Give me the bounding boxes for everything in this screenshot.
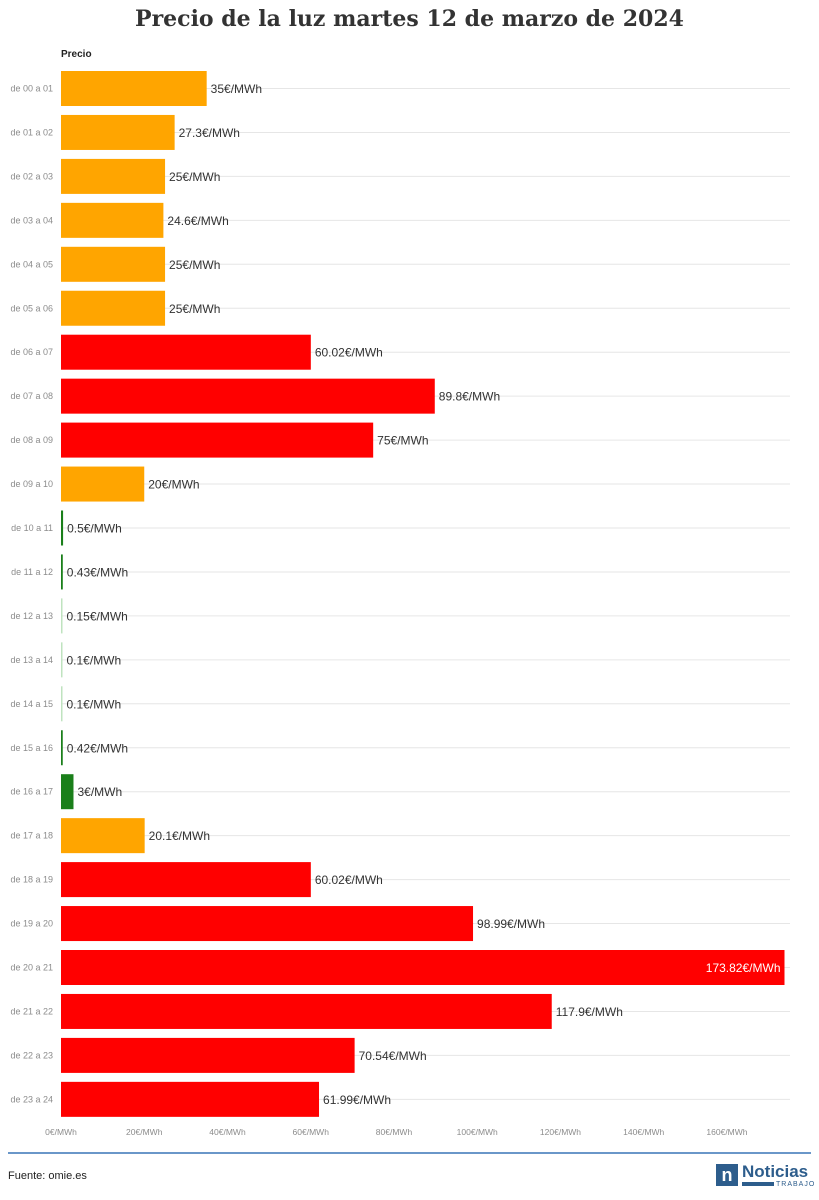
data-label: 0.1€/MWh bbox=[67, 653, 122, 667]
data-label: 0.1€/MWh bbox=[67, 697, 122, 711]
data-label: 25€/MWh bbox=[169, 302, 220, 316]
bar bbox=[61, 158, 166, 194]
bar bbox=[61, 1081, 320, 1117]
x-tick-label: 80€/MWh bbox=[376, 1127, 413, 1137]
data-label: 75€/MWh bbox=[377, 434, 428, 448]
bar bbox=[61, 378, 435, 414]
bar bbox=[61, 862, 311, 898]
data-label: 98.99€/MWh bbox=[477, 917, 545, 931]
data-label: 70.54€/MWh bbox=[359, 1049, 427, 1063]
bar-chart: Precio de 00 a 01 35€/MWh de 01 a 02 27.3€/M… bbox=[10, 49, 790, 1137]
bar bbox=[61, 71, 207, 106]
category-label: de 17 a 18 bbox=[10, 831, 53, 841]
chart-title: Precio de la luz martes 12 de marzo de 2… bbox=[135, 6, 684, 32]
data-label: 27.3€/MWh bbox=[179, 126, 240, 140]
data-label: 60.02€/MWh bbox=[315, 346, 383, 360]
bar bbox=[61, 950, 785, 985]
footer-divider bbox=[8, 1152, 811, 1154]
bar bbox=[61, 246, 166, 282]
category-label: de 07 a 08 bbox=[10, 391, 53, 401]
category-label: de 01 a 02 bbox=[10, 127, 53, 137]
category-label: de 06 a 07 bbox=[10, 347, 53, 357]
brand-logo: n Noticias TRABAJO bbox=[716, 1162, 816, 1190]
data-label: 20.1€/MWh bbox=[149, 829, 210, 843]
x-tick-label: 60€/MWh bbox=[293, 1127, 330, 1137]
logo-bar-icon bbox=[742, 1182, 774, 1186]
bar bbox=[61, 774, 74, 810]
category-label: de 20 a 21 bbox=[10, 963, 53, 973]
category-label: de 16 a 17 bbox=[10, 787, 53, 797]
category-label: de 03 a 04 bbox=[10, 215, 53, 225]
category-label: de 15 a 16 bbox=[10, 743, 53, 753]
bar bbox=[61, 686, 63, 722]
bar bbox=[61, 1037, 355, 1073]
category-label: de 21 a 22 bbox=[10, 1006, 53, 1016]
x-tick-label: 0€/MWh bbox=[45, 1127, 77, 1137]
x-tick-label: 140€/MWh bbox=[623, 1127, 664, 1137]
bar bbox=[61, 202, 164, 238]
data-label: 25€/MWh bbox=[169, 170, 220, 184]
x-tick-label: 120€/MWh bbox=[540, 1127, 581, 1137]
category-label: de 10 a 11 bbox=[11, 523, 53, 533]
bar bbox=[61, 114, 175, 150]
data-label: 60.02€/MWh bbox=[315, 873, 383, 887]
x-tick-label: 100€/MWh bbox=[457, 1127, 498, 1137]
category-label: de 18 a 19 bbox=[10, 875, 53, 885]
category-label: de 14 a 15 bbox=[10, 699, 53, 709]
bar bbox=[61, 730, 63, 766]
category-label: de 04 a 05 bbox=[10, 259, 53, 269]
bar bbox=[61, 818, 145, 854]
bar bbox=[61, 906, 474, 942]
category-label: de 23 a 24 bbox=[10, 1094, 53, 1104]
data-label: 0.42€/MWh bbox=[67, 741, 128, 755]
data-label: 173.82€/MWh bbox=[706, 961, 781, 975]
bar bbox=[61, 554, 63, 590]
source-note: Fuente: omie.es bbox=[8, 1170, 87, 1182]
bar bbox=[61, 422, 374, 458]
category-label: de 08 a 09 bbox=[10, 435, 53, 445]
category-label: de 12 a 13 bbox=[10, 611, 53, 621]
data-label: 3€/MWh bbox=[77, 785, 122, 799]
bar bbox=[61, 290, 166, 326]
category-label: de 00 a 01 bbox=[10, 84, 53, 94]
logo-name: Noticias bbox=[742, 1162, 809, 1181]
bar bbox=[61, 642, 63, 678]
data-label: 117.9€/MWh bbox=[556, 1005, 623, 1019]
category-label: de 13 a 14 bbox=[10, 655, 53, 665]
bar bbox=[61, 993, 552, 1029]
category-label: de 19 a 20 bbox=[10, 919, 53, 929]
data-label: 25€/MWh bbox=[169, 258, 220, 272]
x-tick-label: 20€/MWh bbox=[126, 1127, 163, 1137]
data-label: 0.5€/MWh bbox=[67, 522, 122, 536]
bar bbox=[61, 598, 63, 634]
series-label: Precio bbox=[61, 49, 92, 60]
logo-mark-icon: n bbox=[716, 1164, 738, 1186]
data-label: 0.43€/MWh bbox=[67, 565, 128, 579]
category-label: de 22 a 23 bbox=[10, 1050, 53, 1060]
bar bbox=[61, 510, 64, 546]
data-label: 24.6€/MWh bbox=[167, 214, 228, 228]
data-label: 89.8€/MWh bbox=[439, 390, 500, 404]
category-label: de 02 a 03 bbox=[10, 171, 53, 181]
logo-subtitle: TRABAJO bbox=[776, 1181, 816, 1188]
bar bbox=[61, 466, 145, 502]
data-label: 20€/MWh bbox=[148, 478, 199, 492]
bar bbox=[61, 334, 311, 370]
x-tick-label: 160€/MWh bbox=[706, 1127, 747, 1137]
data-label: 35€/MWh bbox=[211, 82, 262, 96]
category-label: de 05 a 06 bbox=[10, 303, 53, 313]
x-tick-label: 40€/MWh bbox=[209, 1127, 246, 1137]
category-label: de 11 a 12 bbox=[11, 567, 53, 577]
data-label: 0.15€/MWh bbox=[67, 609, 128, 623]
category-label: de 09 a 10 bbox=[10, 479, 53, 489]
data-label: 61.99€/MWh bbox=[323, 1093, 391, 1107]
